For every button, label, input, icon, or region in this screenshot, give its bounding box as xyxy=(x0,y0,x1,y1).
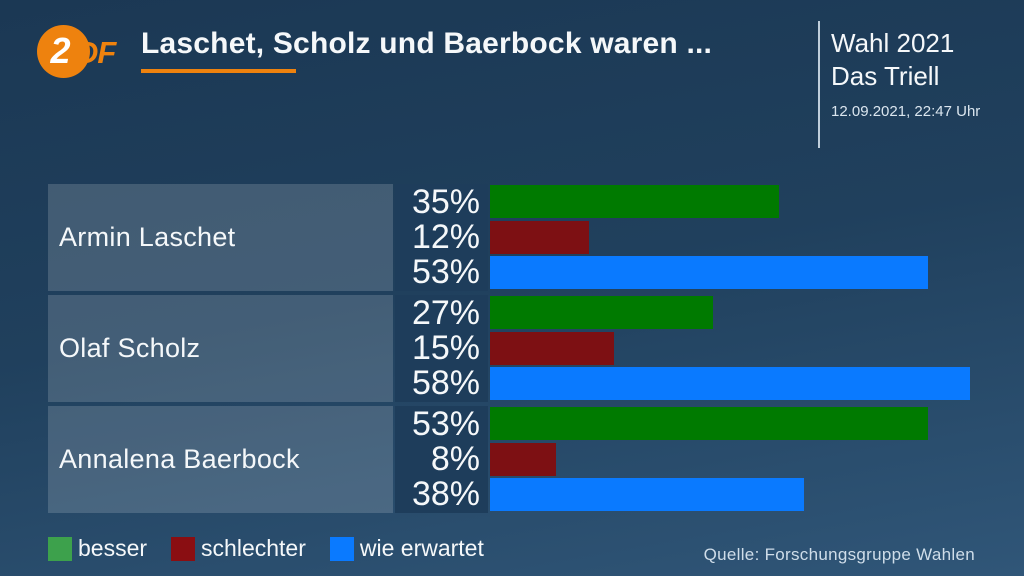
chart-legend: besser schlechter wie erwartet xyxy=(48,535,484,562)
title-underline-accent xyxy=(141,69,296,73)
candidate-name: Olaf Scholz xyxy=(48,295,393,402)
broadcast-timestamp: 12.09.2021, 22:47 Uhr xyxy=(831,103,981,120)
chart-row: Armin Laschet 35% 12% 53% xyxy=(48,184,1024,291)
program-name-line1: Wahl 2021 xyxy=(831,28,955,58)
value-labels: 35% 12% 53% xyxy=(395,184,488,291)
value-label-besser: 53% xyxy=(411,405,480,443)
value-label-schlechter: 15% xyxy=(411,329,480,367)
header-divider xyxy=(818,21,820,148)
page-title: Laschet, Scholz und Baerbock waren ... xyxy=(141,27,713,60)
title-block: Laschet, Scholz und Baerbock waren ... xyxy=(141,27,712,73)
bar-besser xyxy=(490,185,779,218)
legend-item-schlechter: schlechter xyxy=(171,535,306,562)
legend-label: schlechter xyxy=(201,535,306,561)
value-label-schlechter: 8% xyxy=(430,440,480,478)
program-info: Wahl 2021 Das Triell 12.09.2021, 22:47 U… xyxy=(831,27,980,121)
bar-chart: Armin Laschet 35% 12% 53% Olaf Scholz 27% 15% 5… xyxy=(48,184,1024,517)
value-labels: 27% 15% 58% xyxy=(395,295,488,402)
chart-row: Annalena Baerbock 53% 8% 38% xyxy=(48,406,1024,513)
bar-wie-erwartet xyxy=(490,478,804,511)
legend-swatch-icon xyxy=(48,536,72,561)
bar-schlechter xyxy=(490,220,589,254)
source-credit: Quelle: Forschungsgruppe Wahlen xyxy=(703,545,975,564)
bar-schlechter xyxy=(490,331,614,365)
zdf-logo: 2 DF xyxy=(37,25,116,78)
bar-besser xyxy=(490,296,713,329)
value-label-besser: 27% xyxy=(411,294,480,332)
value-label-wie-erwartet: 58% xyxy=(411,364,480,402)
bar-schlechter xyxy=(490,442,556,476)
legend-swatch-icon xyxy=(329,536,354,561)
legend-label: wie erwartet xyxy=(359,535,484,561)
legend-swatch-icon xyxy=(171,536,196,561)
program-name-line2: Das Triell xyxy=(831,61,940,91)
value-labels: 53% 8% 38% xyxy=(395,406,488,513)
value-label-wie-erwartet: 38% xyxy=(411,475,480,513)
candidate-name: Armin Laschet xyxy=(48,184,393,291)
zdf-logo-suffix: DF xyxy=(76,34,116,70)
bar-besser xyxy=(490,407,928,440)
bar-group xyxy=(490,406,1024,513)
chart-row: Olaf Scholz 27% 15% 58% xyxy=(48,295,1024,402)
value-label-wie-erwartet: 53% xyxy=(411,253,480,291)
bar-wie-erwartet xyxy=(490,256,928,289)
legend-item-wie-erwartet: wie erwartet xyxy=(329,535,484,562)
zdf-logo-circle-icon: 2 xyxy=(37,25,90,78)
bar-group xyxy=(490,295,1024,402)
candidate-name: Annalena Baerbock xyxy=(48,406,393,513)
value-label-schlechter: 12% xyxy=(411,218,480,256)
legend-item-besser: besser xyxy=(48,535,147,562)
value-label-besser: 35% xyxy=(411,183,480,221)
legend-label: besser xyxy=(78,535,148,561)
bar-group xyxy=(490,184,1024,291)
zdf-logo-numeral: 2 xyxy=(50,29,71,71)
bar-wie-erwartet xyxy=(490,367,970,400)
